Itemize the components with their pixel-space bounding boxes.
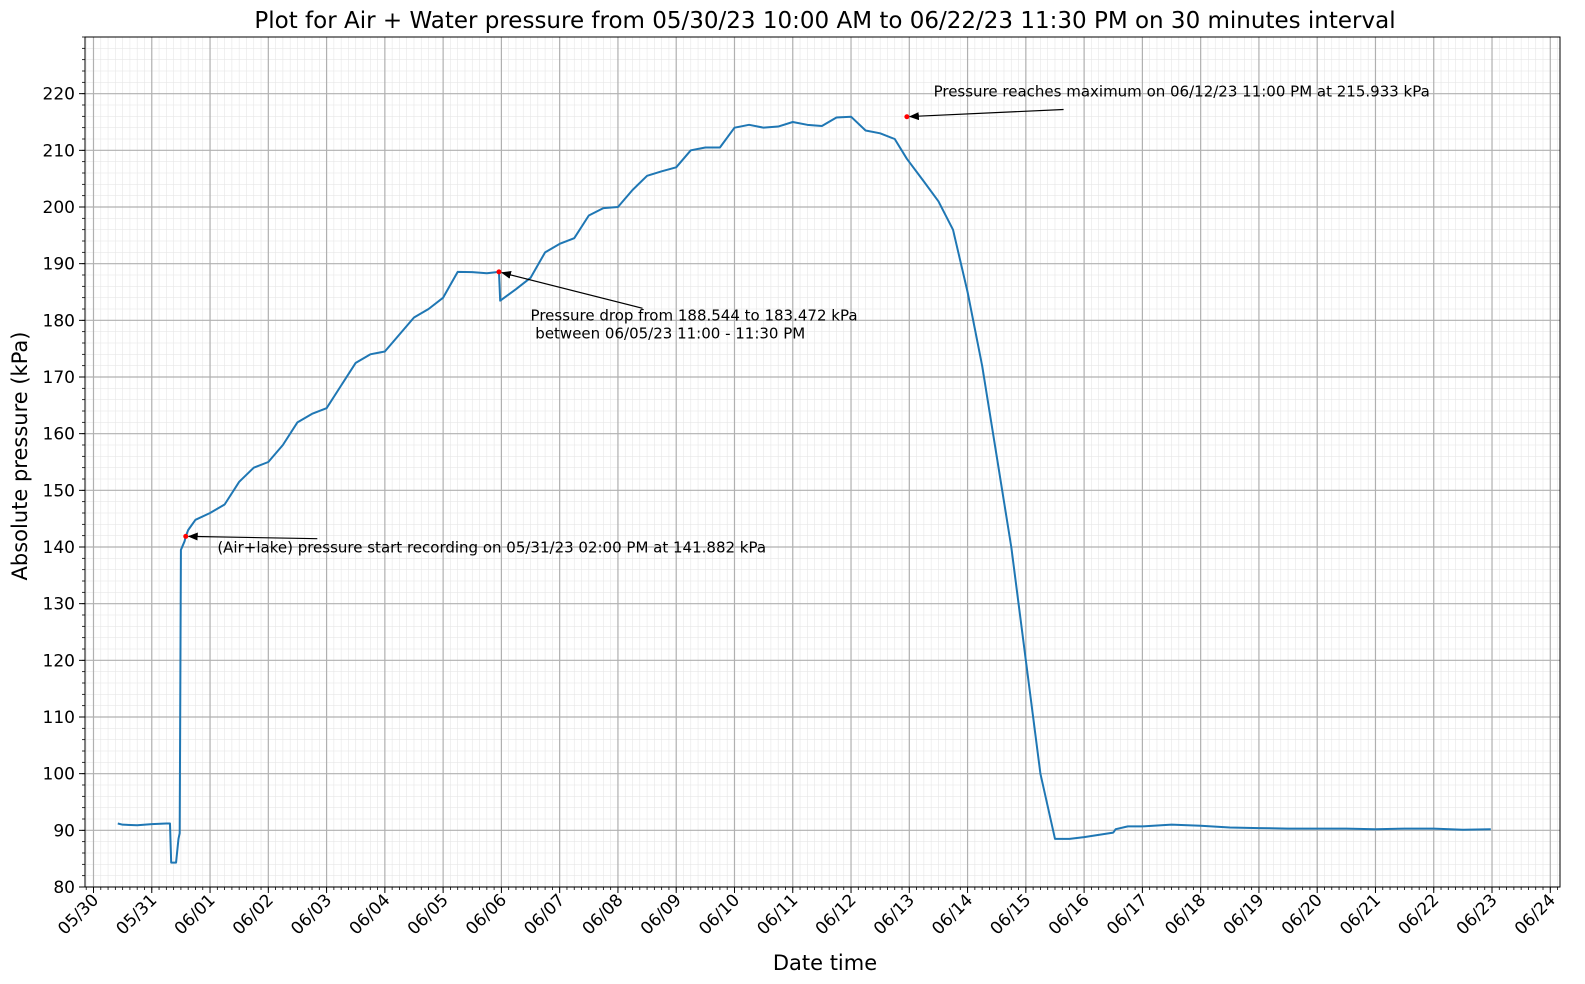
y-tick-label: 110 xyxy=(43,708,75,728)
y-tick-label: 220 xyxy=(43,85,75,105)
highlight-point xyxy=(183,533,189,539)
pressure-line xyxy=(117,115,1491,864)
y-tick-label: 150 xyxy=(43,481,75,501)
series-layer xyxy=(117,114,1491,864)
highlight-point xyxy=(496,269,502,275)
annotation-text: Pressure reaches maximum on 06/12/23 11:… xyxy=(934,83,1430,101)
annotation-layer: (Air+lake) pressure start recording on 0… xyxy=(187,83,1430,557)
y-tick-label: 210 xyxy=(43,141,75,161)
annotation-arrow xyxy=(908,108,1064,121)
y-tick-label: 90 xyxy=(53,821,75,841)
annotation-text: between 06/05/23 11:00 - 11:30 PM xyxy=(531,324,806,342)
y-axis-label: Absolute pressure (kPa) xyxy=(8,332,32,581)
y-tick-label: 100 xyxy=(43,765,75,785)
y-tick-label: 190 xyxy=(43,255,75,275)
plot-frame xyxy=(84,36,1561,888)
annotation-arrow xyxy=(187,532,318,541)
highlight-point xyxy=(904,114,910,120)
y-tick-label: 120 xyxy=(43,651,75,671)
y-tick-label: 130 xyxy=(43,595,75,615)
chart-title: Plot for Air + Water pressure from 05/30… xyxy=(254,8,1395,34)
y-tick-label: 200 xyxy=(43,198,75,218)
y-tick-label: 170 xyxy=(43,368,75,388)
y-tick-label: 140 xyxy=(43,538,75,558)
y-tick-label: 80 xyxy=(53,878,75,898)
y-tick-label: 180 xyxy=(43,311,75,331)
y-tick-label: 160 xyxy=(43,425,75,445)
annotation-arrow xyxy=(500,270,643,309)
annotation-text: (Air+lake) pressure start recording on 0… xyxy=(217,539,766,557)
annotation-text: Pressure drop from 188.544 to 183.472 kP… xyxy=(531,306,858,324)
major-grid xyxy=(85,37,1560,888)
x-axis-label: Date time xyxy=(773,951,877,975)
